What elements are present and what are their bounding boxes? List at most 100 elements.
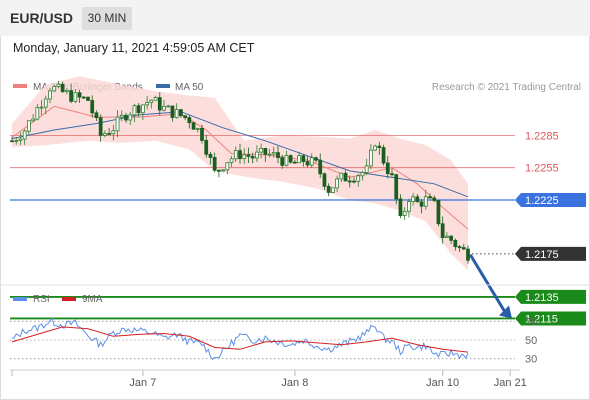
candle-body	[233, 150, 238, 160]
candle-body	[238, 150, 242, 159]
price-tags: 1.2285 1.2255 1.2225 1.2175 1.2135 1.2115	[515, 130, 586, 326]
candle-body	[14, 140, 19, 142]
candle-body	[394, 174, 399, 200]
candle-body	[445, 235, 449, 238]
candles	[10, 80, 470, 264]
candle-body	[453, 239, 458, 248]
candle-body	[436, 199, 441, 225]
candle-body	[77, 92, 82, 98]
support-label: 1.2135	[525, 292, 559, 304]
x-axis-tick-label: Jan 10	[426, 377, 459, 389]
candle-body	[449, 235, 453, 241]
candle-body	[440, 223, 445, 238]
pivot-label: 1.2225	[525, 195, 559, 207]
candle-body	[411, 196, 415, 203]
candle-body	[364, 165, 369, 173]
candle-body	[179, 109, 183, 117]
support-label: 1.2115	[525, 313, 558, 325]
ma20-legend-swatch	[13, 84, 27, 88]
candle-body	[111, 130, 116, 135]
ma50-legend-label: MA 50	[175, 82, 204, 93]
candle-body	[284, 155, 289, 166]
rsi-legend-label: RSI	[33, 294, 50, 305]
rsi-legend: RSI 9MA	[13, 294, 103, 305]
candle-body	[217, 169, 221, 172]
candle-body	[415, 196, 420, 203]
candle-body	[381, 147, 386, 164]
ma9-legend-label: 9MA	[82, 294, 103, 305]
candle-body	[212, 157, 217, 171]
candle-body	[423, 196, 428, 207]
candle-body	[288, 155, 293, 163]
candle-body	[191, 122, 196, 130]
ma9-legend-swatch	[62, 297, 76, 301]
candle-body	[107, 133, 111, 135]
candle-body	[428, 196, 432, 199]
candle-body	[94, 112, 99, 119]
candle-body	[466, 248, 470, 261]
candle-body	[326, 185, 331, 193]
rsi-level-label: 30	[525, 354, 537, 366]
interval-button[interactable]: 30 MIN	[82, 7, 132, 30]
candle-body	[229, 158, 234, 164]
candle-body	[259, 148, 263, 153]
candle-body	[149, 99, 154, 103]
candle-body	[136, 105, 141, 114]
candle-body	[183, 115, 187, 118]
candle-body	[195, 127, 200, 130]
candle-body	[221, 169, 225, 172]
candle-body	[242, 154, 247, 159]
x-axis-tick-label: Jan 8	[281, 377, 308, 389]
bollinger-band	[12, 76, 468, 270]
candle-body	[347, 180, 352, 183]
candle-body	[208, 153, 213, 158]
candle-body	[119, 114, 124, 118]
forecast-arrow-shaft	[469, 254, 506, 312]
candle-body	[65, 90, 69, 93]
candle-body	[457, 246, 462, 249]
candle-body	[369, 149, 373, 167]
ma50-legend-swatch	[156, 84, 170, 88]
candle-body	[297, 155, 301, 164]
x-axis-tick-label: Jan 21	[494, 377, 527, 389]
candle-body	[157, 97, 162, 111]
credit-text: Research © 2021 Trading Central	[432, 82, 581, 93]
candle-body	[280, 157, 285, 166]
forecast-arrow	[469, 254, 512, 319]
rsi-legend-swatch	[13, 297, 27, 301]
candle-body	[432, 197, 437, 201]
candle-body	[153, 97, 158, 101]
rsi-level-label: 50	[525, 335, 537, 347]
candle-body	[246, 154, 251, 157]
candle-body	[373, 145, 377, 151]
candle-body	[128, 114, 133, 121]
candle-body	[187, 117, 192, 124]
candle-body	[461, 247, 466, 250]
candle-body	[10, 140, 14, 143]
bollinger-band-area	[12, 76, 468, 270]
rsi-level-label: 70	[525, 316, 537, 328]
candle-body	[18, 138, 23, 141]
candle-body	[309, 157, 314, 166]
candle-body	[132, 105, 137, 116]
candle-body	[170, 105, 175, 118]
forecast-arrowhead	[499, 305, 512, 319]
candle-body	[200, 127, 204, 141]
candle-body	[343, 172, 348, 182]
candle-body	[293, 161, 297, 164]
support-tag	[515, 311, 586, 326]
candle-body	[141, 104, 145, 114]
rsi-ma-line	[11, 326, 469, 353]
candle-body	[98, 117, 103, 136]
candle-body	[390, 173, 394, 176]
candle-body	[314, 157, 318, 161]
candle-body	[115, 116, 120, 132]
candle-body	[322, 173, 327, 187]
candle-body	[22, 130, 27, 140]
candle-body	[204, 140, 209, 155]
candle-body	[56, 83, 61, 87]
candle-body	[48, 90, 52, 100]
candle-body	[402, 210, 407, 216]
candle-body	[90, 100, 95, 114]
